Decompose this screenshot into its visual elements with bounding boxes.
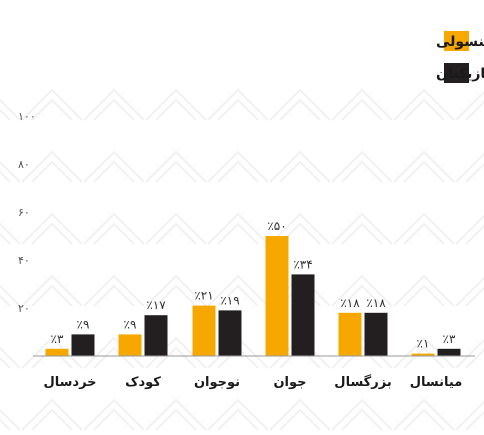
bar-all-players [291, 274, 315, 356]
background-pattern-stroke [455, 152, 484, 183]
category-label: نوجوان [194, 375, 240, 390]
bar-value-label: ٪۳۴ [293, 257, 312, 271]
y-tick-label: ۶۰ [18, 206, 30, 219]
background-pattern-stroke [83, 212, 145, 245]
background-pattern-stroke [455, 214, 484, 245]
background-pattern-stroke [0, 98, 21, 121]
bar-value-labels: ٪۳ ٪۹ ٪۹ ٪۱۷ ٪۲۱ ٪۱۹ ٪۵۰ ٪۳۴ ٪۱۸ ٪۱۸ ٪۱ ٪۳ [51, 219, 456, 351]
y-tick-label: ۸۰ [18, 158, 30, 171]
bar-console-players [192, 305, 216, 356]
category-label: میانسال [410, 375, 463, 390]
background-pattern-stroke [21, 398, 83, 431]
background-pattern-stroke [0, 160, 21, 183]
bar-all-players [71, 334, 95, 356]
bar-console-players [411, 353, 435, 356]
background-pattern-stroke [0, 222, 21, 245]
y-tick-label: ۱۰۰ [18, 110, 36, 123]
y-axis-ticks: ۲۰ ۴۰ ۶۰ ۸۰ ۱۰۰ [18, 110, 36, 315]
background-pattern-stroke [21, 88, 83, 121]
background-pattern-stroke [393, 150, 455, 183]
bar-all-players [437, 348, 461, 356]
background-pattern-stroke [0, 408, 21, 431]
bar-console-players [265, 236, 289, 356]
bar-console-players [45, 348, 69, 356]
background-pattern-stroke [83, 150, 145, 183]
background-pattern-stroke [331, 212, 393, 245]
background-pattern-stroke [331, 398, 393, 431]
background-pattern-stroke [145, 150, 207, 183]
background-pattern-stroke [455, 90, 484, 121]
background-pattern-stroke [83, 336, 145, 369]
bar-value-label: ٪۹ [77, 317, 90, 331]
background-pattern-stroke [145, 336, 207, 369]
background-pattern-stroke [0, 346, 21, 369]
background-pattern-stroke [145, 398, 207, 431]
bar-value-label: ٪۳ [443, 332, 456, 346]
bar-all-players [144, 315, 168, 356]
legend-swatch-all-players [444, 63, 469, 83]
background-pattern-stroke [207, 274, 269, 307]
background-pattern-stroke [393, 398, 455, 431]
background-pattern-stroke [207, 150, 269, 183]
background-pattern-stroke [0, 284, 21, 307]
background-pattern-stroke [455, 338, 484, 369]
bar-value-label: ٪۱۸ [366, 296, 386, 310]
background-pattern-stroke [145, 212, 207, 245]
category-label: بزرگسال [334, 374, 391, 390]
background-pattern [0, 88, 484, 431]
background-pattern-stroke [393, 88, 455, 121]
background-pattern-stroke [145, 274, 207, 307]
background-pattern-stroke [145, 88, 207, 121]
bar-value-label: ٪۳ [51, 332, 64, 346]
legend: بازیکنان کنسولی کل بازیکنان [436, 31, 484, 83]
background-pattern-stroke [455, 276, 484, 307]
legend-label-all-players: کل بازیکنان [436, 66, 484, 82]
legend-label-console-players: بازیکنان کنسولی [436, 34, 484, 50]
bars [45, 236, 461, 356]
y-tick-label: ۲۰ [18, 302, 30, 315]
category-label: کودک [125, 375, 161, 390]
bar-console-players [118, 334, 142, 356]
bar-value-label: ٪۱ [417, 337, 430, 351]
bar-value-label: ٪۲۱ [194, 289, 213, 303]
background-pattern-stroke [455, 400, 484, 431]
category-labels: خردسال کودک نوجوان جوان بزرگسال میانسال [43, 374, 462, 390]
bar-value-label: ٪۹ [124, 317, 137, 331]
background-pattern-stroke [331, 150, 393, 183]
bar-value-label: ٪۵۰ [267, 219, 286, 233]
bar-value-label: ٪۱۹ [220, 293, 239, 307]
background-pattern-stroke [331, 336, 393, 369]
bar-all-players [364, 312, 388, 356]
background-pattern-stroke [393, 212, 455, 245]
legend-swatch-console-players [444, 31, 469, 51]
background-pattern-stroke [21, 274, 83, 307]
background-pattern-stroke [83, 398, 145, 431]
background-pattern-stroke [207, 212, 269, 245]
category-label: جوان [273, 375, 306, 390]
y-tick-label: ۴۰ [18, 254, 30, 267]
background-pattern-stroke [207, 398, 269, 431]
bar-all-players [218, 310, 242, 356]
bar-console-players [338, 312, 362, 356]
bar-value-label: ٪۱۷ [146, 298, 166, 312]
bar-value-label: ٪۱۸ [340, 296, 360, 310]
background-pattern-stroke [21, 150, 83, 183]
background-pattern-stroke [269, 88, 331, 121]
category-label: خردسال [43, 375, 96, 390]
background-pattern-stroke [207, 88, 269, 121]
background-pattern-stroke [21, 212, 83, 245]
background-pattern-stroke [269, 150, 331, 183]
background-pattern-stroke [331, 88, 393, 121]
background-pattern-stroke [21, 336, 83, 369]
background-pattern-stroke [269, 398, 331, 431]
background-pattern-stroke [83, 274, 145, 307]
background-pattern-stroke [393, 336, 455, 369]
background-pattern-stroke [83, 88, 145, 121]
background-pattern-stroke [331, 274, 393, 307]
background-pattern-stroke [393, 274, 455, 307]
